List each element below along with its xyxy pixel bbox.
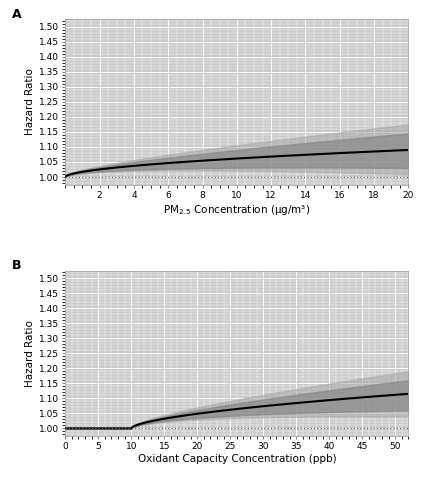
X-axis label: Oxidant Capacity Concentration (ppb): Oxidant Capacity Concentration (ppb) — [138, 454, 336, 464]
X-axis label: PM$_{2.5}$ Concentration (μg/m³): PM$_{2.5}$ Concentration (μg/m³) — [163, 203, 310, 217]
Y-axis label: Hazard Ratio: Hazard Ratio — [25, 68, 35, 135]
Text: A: A — [12, 8, 22, 21]
Text: B: B — [12, 259, 21, 272]
Y-axis label: Hazard Ratio: Hazard Ratio — [25, 320, 35, 387]
